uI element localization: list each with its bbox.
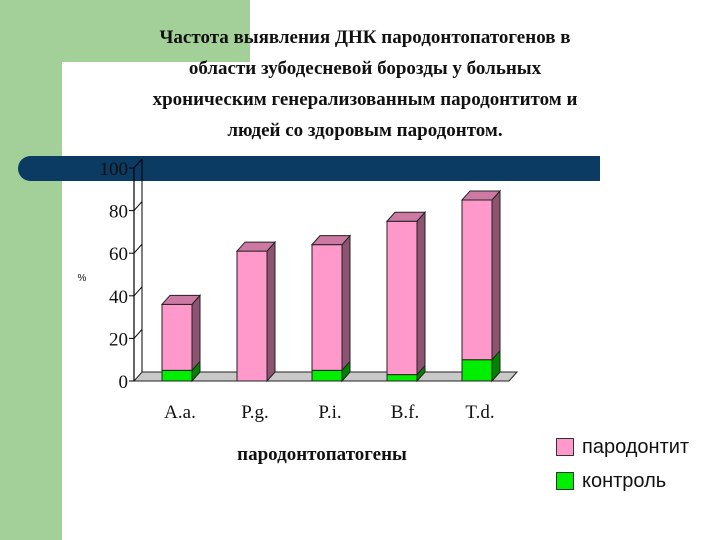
bar-segment-parodontitis-side (341, 234, 351, 372)
legend-label-parodontitis: пародонтит (582, 435, 690, 458)
gridline-diagonal (133, 158, 143, 169)
bar-top (160, 294, 202, 305)
y-tick-label: 40 (109, 287, 128, 308)
bar-segment-control-front (311, 369, 343, 382)
x-axis-title: пародонтопатогены (237, 444, 407, 465)
bar-top (385, 211, 427, 222)
bar-top (460, 190, 502, 201)
bar-segment-parodontitis-side (491, 189, 501, 362)
x-tick-label: A.a. (164, 402, 196, 423)
bar-segment-parodontitis-front (386, 220, 418, 376)
navy-band (18, 156, 600, 181)
bar-segment-parodontitis-front (161, 303, 193, 371)
title-line: Частота выявления ДНК пародонтопатогенов… (159, 27, 571, 48)
title-line: области зубодесневой борозды у больных (188, 58, 542, 79)
x-tick-label: P.g. (241, 402, 268, 423)
legend-swatch-parodontitis (556, 438, 574, 456)
gridline-diagonal (133, 243, 143, 254)
title-line: хроническим генерализованным пародонтито… (152, 89, 578, 110)
gridline-diagonal (133, 329, 143, 339)
legend-label-control: контроль (582, 469, 667, 492)
x-tick-label: P.i. (318, 402, 341, 423)
slide-title: Частота выявления ДНК пародонтопатогенов… (75, 22, 655, 146)
title-line: людей со здоровым пародонтом. (227, 120, 503, 141)
bar-segment-control-front (461, 359, 493, 382)
bar-segment-parodontitis-side (416, 210, 426, 376)
y-tick-label: 80 (109, 202, 128, 223)
bar-segment-parodontitis-front (236, 250, 268, 382)
bar-segment-control-front (161, 369, 193, 382)
legend-swatch-control (556, 472, 574, 490)
x-tick-label: B.f. (391, 402, 420, 423)
green-frame-left (0, 0, 62, 540)
bar-segment-parodontitis-front (311, 244, 343, 371)
legend-item-parodontitis: пародонтит (556, 430, 689, 464)
green-frame-top (62, 0, 250, 62)
bar-segment-parodontitis-side (266, 240, 276, 383)
legend-item-control: контроль (556, 464, 689, 498)
bar-segment-control-front (386, 374, 418, 382)
y-tick-label: 20 (109, 329, 128, 350)
y-tick-label: 0 (119, 372, 129, 393)
gridline-diagonal (133, 201, 143, 211)
y-tick-label: 100 (100, 159, 129, 180)
y-axis-title: % (78, 273, 87, 284)
bar-top (310, 235, 352, 246)
gridline-diagonal (133, 286, 143, 297)
x-tick-label: T.d. (465, 402, 494, 423)
bar-segment-parodontitis-front (461, 199, 493, 361)
bar-segment-parodontitis-side (191, 294, 201, 372)
chart-legend: пародонтит контроль (556, 430, 689, 498)
bar-top (235, 241, 277, 252)
y-tick-label: 60 (109, 244, 128, 265)
